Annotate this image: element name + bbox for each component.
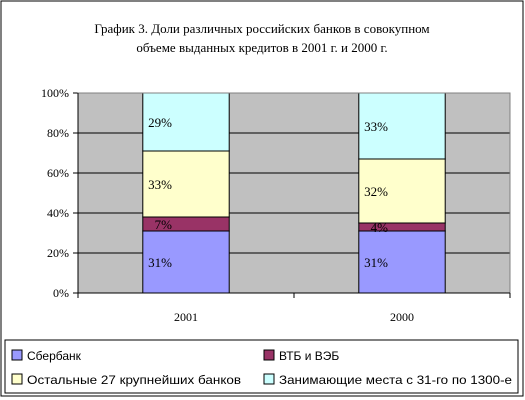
- data-label: 33%: [148, 177, 172, 192]
- data-label: 4%: [371, 220, 389, 235]
- legend-swatch-places-31-1300: [263, 373, 275, 385]
- data-label: 32%: [364, 184, 388, 199]
- y-tick-label: 20%: [47, 246, 69, 260]
- legend-label-places-31-1300: Занимающие места с 31-го по 1300-е: [279, 373, 512, 387]
- data-label: 7%: [155, 217, 173, 232]
- legend-box: [4, 339, 519, 394]
- legend-item-sberbank: Сбербанк: [11, 349, 82, 363]
- bars: [142, 92, 446, 294]
- y-tick-label: 80%: [47, 126, 69, 140]
- data-label: 31%: [364, 255, 388, 270]
- data-label: 29%: [148, 115, 172, 130]
- data-labels: 31% 7% 33% 29% 31% 4% 32% 33%: [148, 115, 388, 270]
- y-tick-label: 40%: [47, 206, 69, 220]
- x-tick-label: 2001: [174, 310, 198, 324]
- legend-label-sberbank: Сбербанк: [27, 349, 82, 363]
- y-tick-label: 100%: [41, 86, 69, 100]
- chart-title-line-2: объеме выданных кредитов в 2001 г. и 200…: [136, 40, 387, 55]
- legend-item-vtb-veb: ВТБ и ВЭБ: [263, 349, 339, 363]
- legend-swatch-sberbank: [11, 349, 23, 361]
- legend-swatch-vtb-veb: [263, 349, 275, 361]
- data-label: 33%: [364, 119, 388, 134]
- y-tick-label: 60%: [47, 166, 69, 180]
- legend-swatch-other-27: [11, 373, 23, 385]
- x-tick-label: 2000: [390, 310, 414, 324]
- bar-segment: [358, 92, 446, 160]
- x-axis: 2001 2000: [77, 292, 511, 324]
- data-label: 31%: [148, 255, 172, 270]
- legend-item-other-27: Остальные 27 крупнейших банков: [11, 373, 241, 387]
- legend-label-other-27: Остальные 27 крупнейших банков: [27, 373, 241, 387]
- chart-title-line-1: График 3. Доли различных российских банк…: [94, 21, 429, 36]
- bar-segment: [358, 158, 446, 224]
- legend-label-vtb-veb: ВТБ и ВЭБ: [279, 349, 339, 363]
- legend-item-places-31-1300: Занимающие места с 31-го по 1300-е: [263, 373, 512, 387]
- y-tick-label: 0%: [53, 286, 69, 300]
